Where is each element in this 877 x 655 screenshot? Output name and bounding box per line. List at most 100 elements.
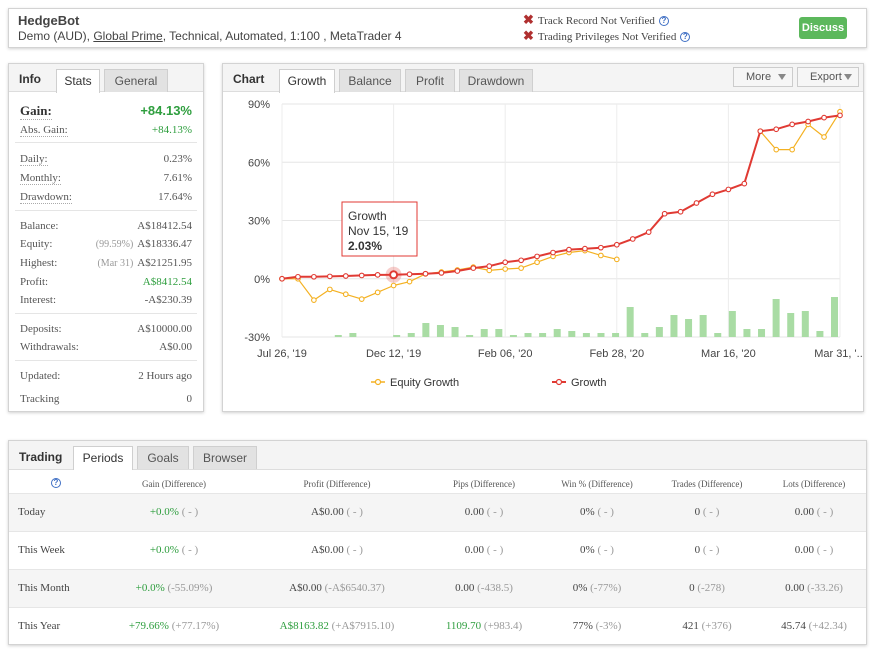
tab-growth[interactable]: Growth	[279, 69, 335, 93]
profit-difference: (+A$7915.10)	[331, 620, 395, 632]
daily-label: Daily:	[20, 153, 48, 166]
help-icon[interactable]: ?	[51, 478, 61, 488]
chart-section-title: Chart	[233, 72, 265, 86]
tab-general[interactable]: General	[104, 69, 168, 92]
pips-difference: ( - )	[486, 544, 504, 556]
tab-goals[interactable]: Goals	[137, 446, 189, 469]
volume-bar	[553, 329, 561, 337]
daily-bars	[334, 297, 838, 337]
broker-link[interactable]: Global Prime	[93, 29, 163, 43]
account-type: Demo (AUD),	[18, 29, 94, 43]
help-icon[interactable]: ?	[658, 16, 669, 26]
equity-percent: (99.59%)	[95, 239, 134, 250]
legend-growth[interactable]: Growth	[552, 377, 606, 389]
profit-cell: A$0.00 (-A$6540.37)	[262, 582, 412, 594]
chart-panel: Chart Growth Balance Profit Drawdown Mor…	[222, 63, 864, 412]
col-pips: Pips (Difference)	[452, 479, 516, 489]
growth-point	[470, 265, 477, 271]
info-section-title: Info	[19, 72, 41, 86]
volume-bar	[524, 333, 532, 337]
help-icon[interactable]: ?	[680, 32, 691, 42]
growth-chart[interactable]: 90% 60% 30% 0% -30% Jul 26, '19 Dec 12, '19 Fe…	[223, 92, 863, 410]
pips-value: 0.00	[464, 544, 484, 556]
lots-difference: (-33.26)	[807, 582, 843, 594]
tab-browser[interactable]: Browser	[193, 446, 257, 469]
trades-cell: 0 (-278)	[657, 582, 757, 594]
volume-bar	[597, 333, 605, 337]
tab-drawdown[interactable]: Drawdown	[459, 69, 533, 92]
drawdown-row: Drawdown: 17.64%	[20, 191, 192, 205]
legend-equity-growth[interactable]: Equity Growth	[371, 377, 459, 389]
gain-cell: +0.0% ( - )	[119, 506, 229, 518]
win-value: 0%	[580, 544, 595, 556]
equity-growth-point	[821, 134, 827, 140]
growth-point	[550, 249, 556, 256]
caret-down-icon	[844, 74, 852, 80]
win-cell: 0% ( - )	[547, 506, 647, 518]
col-gain: Gain (Difference)	[141, 479, 207, 489]
tab-stats[interactable]: Stats	[56, 69, 100, 93]
gain-difference: ( - )	[181, 544, 199, 556]
balance-label: Balance:	[20, 220, 59, 232]
growth-point	[693, 200, 700, 206]
table-row: This Month +0.0% (-55.09%) A$0.00 (-A$6540…	[9, 569, 866, 607]
table-row: This Week +0.0% ( - ) A$0.00 ( - ) 0.00 ( -…	[9, 531, 866, 569]
highest-label: Highest:	[20, 257, 58, 269]
tab-profit[interactable]: Profit	[405, 69, 455, 92]
equity-growth-point	[789, 146, 796, 153]
trades-value: 0	[694, 506, 701, 518]
gain-value: +0.0%	[149, 506, 179, 518]
volume-bar	[466, 335, 474, 337]
gain-value: +79.66%	[128, 620, 169, 632]
tooltip-series: Growth	[348, 209, 387, 223]
drawdown-value: 17.64%	[158, 191, 192, 203]
updated-row: Updated: 2 Hours ago	[20, 370, 192, 384]
abs-gain-label: Abs. Gain:	[20, 124, 68, 137]
trades-cell: 0 ( - )	[657, 506, 757, 518]
growth-point	[582, 245, 588, 252]
growth-point	[566, 246, 572, 253]
legend-growth-marker	[555, 378, 563, 386]
tab-periods[interactable]: Periods	[73, 446, 133, 470]
tracking-row: Tracking 0	[20, 393, 192, 407]
volume-bar	[495, 329, 503, 337]
info-tabbar: Info Stats General	[9, 64, 203, 93]
growth-point	[629, 236, 636, 242]
monthly-label: Monthly:	[20, 172, 61, 185]
volume-bar	[480, 329, 488, 337]
volume-bar	[714, 333, 722, 337]
deposits-row: Deposits: A$10000.00	[20, 323, 192, 337]
volume-bar	[451, 327, 459, 337]
x-axis: Jul 26, '19 Dec 12, '19 Feb 06, '20 Feb 28,…	[257, 348, 863, 360]
pips-value: 0.00	[464, 506, 484, 518]
volume-bar	[334, 335, 342, 337]
periods-help[interactable]: ?	[51, 478, 61, 488]
trades-difference: (-278)	[697, 582, 725, 594]
growth-point	[661, 210, 668, 217]
equity-growth-point	[358, 296, 365, 302]
equity-label: Equity:	[20, 238, 53, 250]
deposits-label: Deposits:	[20, 323, 62, 335]
volume-bar	[582, 333, 590, 337]
discuss-button[interactable]: Discuss	[799, 17, 847, 39]
growth-point	[518, 257, 524, 264]
win-difference: (-3%)	[595, 620, 622, 632]
lots-difference: ( - )	[816, 544, 834, 556]
win-cell: 0% (-77%)	[547, 582, 647, 594]
tab-balance[interactable]: Balance	[339, 69, 401, 92]
col-lots: Lots (Difference)	[782, 479, 846, 489]
lots-cell: 0.00 (-33.26)	[764, 582, 864, 594]
divider	[15, 142, 197, 143]
growth-point	[502, 259, 509, 266]
volume-bar	[816, 331, 824, 337]
export-dropdown[interactable]: Export	[797, 67, 859, 87]
gain-cell: +79.66% (+77.17%)	[119, 620, 229, 632]
profit-value: A$0.00	[311, 506, 344, 518]
trading-privileges-label: Trading Privileges Not Verified	[537, 31, 677, 43]
more-dropdown[interactable]: More	[733, 67, 793, 87]
daily-row: Daily: 0.23%	[20, 153, 192, 167]
profit-row: Profit: A$8412.54	[20, 276, 192, 290]
export-label: Export	[810, 71, 842, 83]
equity-growth-point	[374, 289, 381, 296]
volume-bar	[655, 327, 663, 337]
